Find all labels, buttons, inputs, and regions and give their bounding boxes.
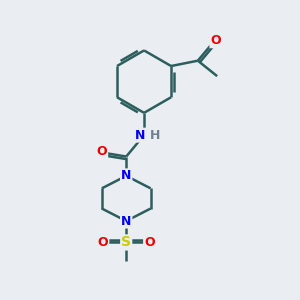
Text: O: O [210, 34, 221, 47]
Text: O: O [97, 145, 107, 158]
Text: N: N [135, 129, 146, 142]
Text: S: S [121, 236, 131, 249]
Text: O: O [98, 236, 108, 249]
Text: N: N [121, 214, 131, 227]
Text: H: H [150, 129, 161, 142]
Text: N: N [121, 169, 131, 182]
Text: O: O [144, 236, 155, 249]
